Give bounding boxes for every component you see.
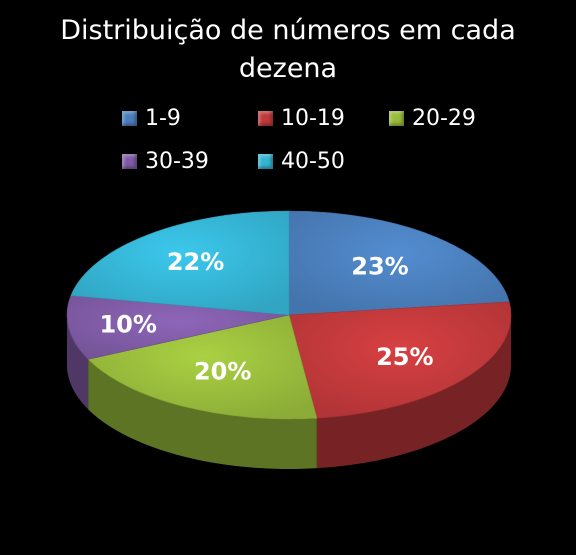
legend-item-40-50: 40-50 bbox=[258, 146, 345, 176]
slice-label-10-19: 25% bbox=[376, 343, 433, 371]
legend-swatch bbox=[258, 110, 273, 126]
pie-side-walls bbox=[67, 315, 511, 469]
legend-item-30-39: 30-39 bbox=[122, 146, 209, 176]
legend-item-1-9: 1-9 bbox=[122, 103, 181, 133]
slice-label-40-50: 22% bbox=[167, 248, 224, 276]
legend-label: 30-39 bbox=[145, 148, 209, 174]
legend-swatch bbox=[122, 153, 137, 169]
slice-1-9 bbox=[288, 210, 510, 316]
legend-swatch bbox=[258, 153, 273, 169]
slice-side-10-19 bbox=[316, 315, 511, 469]
slice-label-1-9: 23% bbox=[351, 253, 408, 281]
legend-swatch bbox=[389, 110, 404, 126]
legend-label: 40-50 bbox=[281, 148, 345, 174]
slice-20-29 bbox=[87, 314, 318, 420]
slice-10-19 bbox=[288, 301, 512, 419]
slice-side-20-29 bbox=[88, 359, 317, 469]
slice-labels: 23% 25% 20% 10% 22% bbox=[99, 248, 433, 385]
slice-side-30-39 bbox=[67, 315, 89, 410]
slice-40-50 bbox=[70, 210, 290, 316]
legend-label: 10-19 bbox=[281, 105, 345, 131]
legend: 1-9 10-19 20-29 30-39 40-50 bbox=[0, 100, 576, 180]
legend-item-20-29: 20-29 bbox=[389, 103, 476, 133]
slice-30-39 bbox=[66, 295, 290, 360]
legend-label: 20-29 bbox=[412, 105, 476, 131]
legend-swatch bbox=[122, 110, 137, 126]
legend-item-10-19: 10-19 bbox=[258, 103, 345, 133]
pie-slices bbox=[66, 210, 512, 420]
legend-label: 1-9 bbox=[145, 105, 181, 131]
slice-label-20-29: 20% bbox=[194, 358, 251, 386]
slice-label-30-39: 10% bbox=[99, 311, 156, 339]
chart-title: Distribuição de números em cada dezena bbox=[60, 15, 516, 84]
